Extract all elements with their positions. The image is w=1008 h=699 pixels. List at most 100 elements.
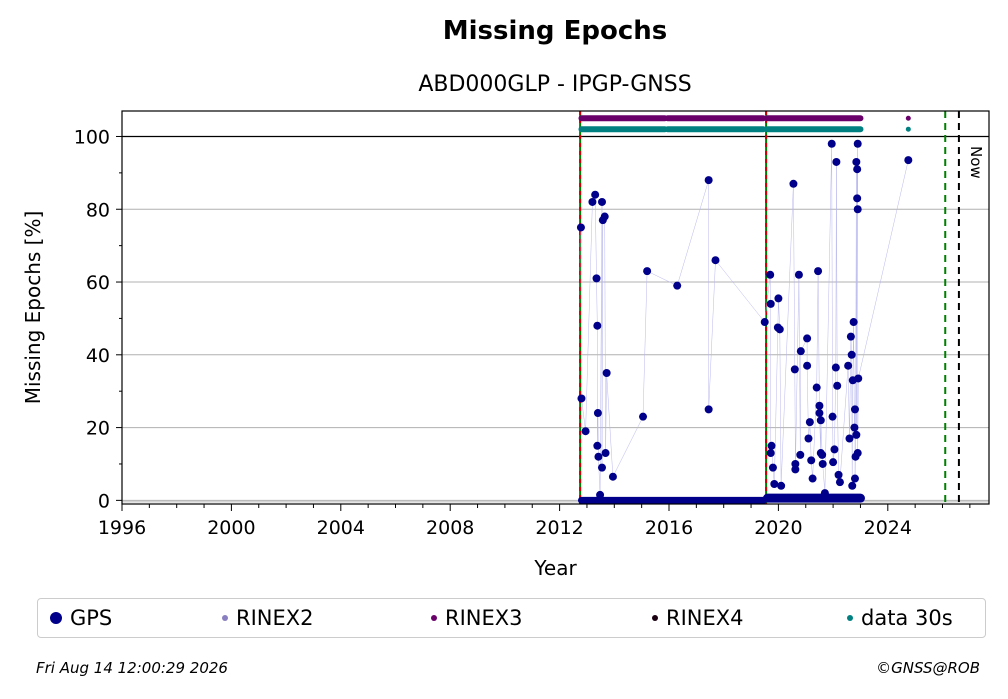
gps-point <box>791 465 800 474</box>
gps-point <box>588 197 597 206</box>
gps-point <box>643 267 652 276</box>
gps-point <box>804 434 813 443</box>
gps-point <box>775 325 784 334</box>
gps-point <box>835 478 844 487</box>
gps-point <box>803 334 812 343</box>
gps-point <box>577 394 586 403</box>
gps-point <box>794 270 803 279</box>
gps-point <box>608 472 617 481</box>
x-tick-label-2024: 2024 <box>864 517 912 539</box>
gps-point <box>766 270 775 279</box>
gps-point <box>833 381 842 390</box>
legend-item-rinex3: RINEX3 <box>431 599 523 637</box>
gps-point <box>848 481 857 490</box>
legend-marker-rinex2 <box>222 615 228 621</box>
gps-point <box>591 190 600 199</box>
gps-point <box>818 459 827 468</box>
gps-point <box>803 361 812 370</box>
gps-point <box>770 479 779 488</box>
gps-point <box>711 256 720 265</box>
x-tick-label-2012: 2012 <box>535 517 583 539</box>
gps-point <box>600 212 609 221</box>
gps-point <box>831 363 840 372</box>
gps-point <box>593 409 602 418</box>
gps-point <box>850 405 859 414</box>
gps-point <box>602 369 611 377</box>
gps-point <box>596 490 605 499</box>
gps-point <box>796 450 805 459</box>
gps-point <box>597 197 606 206</box>
x-tick-label-1996: 1996 <box>98 517 146 539</box>
gps-point <box>832 157 841 166</box>
legend-item-data30s: data 30s <box>847 599 953 637</box>
x-tick-label-2008: 2008 <box>426 517 474 539</box>
gps-point <box>593 441 602 450</box>
gps-point <box>853 205 862 214</box>
gps-point <box>777 481 786 490</box>
gps-point <box>767 441 776 450</box>
legend-label-gps: GPS <box>70 606 113 630</box>
footer-timestamp: Fri Aug 14 12:00:29 2026 <box>36 659 228 677</box>
legend-marker-rinex4 <box>652 615 658 621</box>
gps-point <box>846 332 855 341</box>
legend-item-gps: GPS <box>50 599 112 637</box>
gps-point <box>593 321 602 330</box>
gps-point <box>853 194 862 203</box>
y-tick-label-60: 60 <box>86 272 110 294</box>
plot-frame <box>121 110 990 505</box>
gps-point <box>820 489 829 498</box>
legend-marker-gps <box>50 612 62 624</box>
legend-label-rinex3: RINEX3 <box>445 606 523 630</box>
chart-subtitle: ABD000GLP - IPGP-GNSS <box>418 72 692 97</box>
availability-point-1 <box>905 126 911 132</box>
y-tick-label-40: 40 <box>86 345 110 367</box>
availability-point-0 <box>905 115 911 121</box>
legend-marker-rinex3 <box>431 615 437 621</box>
x-tick-label-2004: 2004 <box>317 517 365 539</box>
y-tick-label-80: 80 <box>86 199 110 221</box>
gps-point <box>814 267 823 276</box>
gps-point <box>850 423 859 432</box>
gps-point <box>829 458 838 467</box>
gps-point <box>639 412 648 421</box>
gps-point <box>581 427 590 436</box>
gps-point <box>852 157 861 166</box>
gps-point <box>844 361 853 370</box>
gps-point <box>849 318 858 327</box>
gps-point <box>815 401 824 410</box>
y-tick-label-100: 100 <box>74 126 110 148</box>
gps-point <box>807 456 816 465</box>
gps-point <box>805 418 814 427</box>
y-tick-label-0: 0 <box>98 490 110 512</box>
gps-point <box>576 223 585 232</box>
legend-label-rinex4: RINEX4 <box>666 606 744 630</box>
now-label: Now <box>967 146 985 179</box>
x-tick-label-2016: 2016 <box>645 517 693 539</box>
gps-point <box>816 416 825 425</box>
legend-item-rinex4: RINEX4 <box>652 599 744 637</box>
x-axis-label: Year <box>533 556 577 580</box>
gps-point <box>828 412 837 421</box>
gps-point <box>808 474 817 483</box>
gps-point <box>789 179 798 188</box>
gps-point <box>704 405 713 414</box>
chart-legend: GPS RINEX2 RINEX3 RINEX4 data 30s <box>37 598 986 638</box>
gps-point <box>847 350 856 359</box>
legend-marker-data30s <box>847 615 853 621</box>
legend-label-data30s: data 30s <box>861 606 953 630</box>
gps-point <box>766 449 775 458</box>
footer-copyright: ©GNSS@ROB <box>876 659 980 677</box>
gps-point <box>768 463 777 472</box>
gps-point <box>601 449 610 458</box>
gps-point <box>853 449 862 458</box>
gps-point <box>852 430 861 439</box>
gps-point <box>850 474 859 483</box>
gps-point <box>827 139 836 148</box>
gps-point <box>854 374 863 383</box>
gps-series-line <box>580 143 909 495</box>
gps-point <box>594 452 603 461</box>
y-tick-label-20: 20 <box>86 418 110 440</box>
gps-point <box>774 294 783 303</box>
legend-item-rinex2: RINEX2 <box>222 599 314 637</box>
